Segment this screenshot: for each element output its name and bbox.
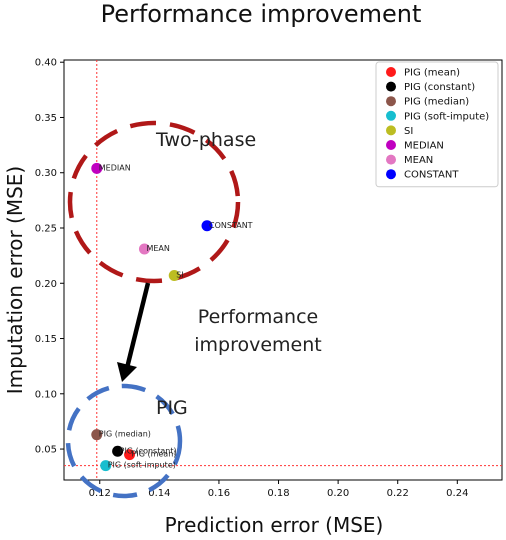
point-label: PIG (median) bbox=[99, 430, 151, 439]
data-points: PIG (mean)PIG (constant) PIG (median) PIG … bbox=[91, 162, 253, 472]
legend-marker bbox=[386, 96, 396, 107]
point-pig-constant bbox=[112, 445, 124, 457]
point-label: MEDIAN bbox=[99, 163, 131, 172]
legend-marker bbox=[386, 125, 396, 136]
y-tick-label: 0.05 bbox=[35, 445, 57, 456]
x-axis-label: Prediction error (MSE) bbox=[165, 513, 384, 537]
legend-entry: CONSTANT bbox=[404, 170, 459, 181]
y-tick-label: 0.10 bbox=[35, 389, 57, 400]
pig-circle bbox=[65, 383, 183, 499]
legend-marker bbox=[386, 169, 396, 180]
pig-label: PIG bbox=[156, 397, 188, 419]
improvement-label-line1: Performance bbox=[198, 306, 318, 328]
improvement-label-line2: improvement bbox=[194, 334, 322, 356]
legend-entry: SI bbox=[404, 126, 413, 137]
y-ticks: 0.05 0.10 0.15 0.20 0.25 0.30 0.35 0.40 bbox=[35, 58, 64, 456]
chart-title: Performance improvement bbox=[101, 0, 422, 28]
y-tick-label: 0.20 bbox=[35, 279, 57, 290]
x-tick-label: 0.20 bbox=[327, 488, 349, 499]
improvement-arrow-head bbox=[117, 362, 137, 382]
legend-entry: PIG (mean) bbox=[404, 68, 460, 79]
point-label: MEAN bbox=[146, 244, 169, 253]
point-pig-soft-impute bbox=[100, 460, 112, 472]
point-label: PIG (constant) bbox=[120, 446, 177, 455]
y-tick-label: 0.25 bbox=[35, 224, 57, 235]
point-pig-mean bbox=[124, 449, 136, 461]
y-tick-label: 0.35 bbox=[35, 113, 57, 124]
y-axis-label: Imputation error (MSE) bbox=[3, 166, 27, 395]
y-tick-label: 0.40 bbox=[35, 58, 57, 69]
two-phase-label: Two-phase bbox=[155, 129, 256, 151]
legend-marker bbox=[386, 67, 396, 77]
legend-box bbox=[375, 61, 499, 188]
legend: PIG (mean) PIG (constant) PIG (median) PIG … bbox=[375, 61, 499, 188]
legend-entry: PIG (median) bbox=[404, 97, 469, 108]
legend-marker bbox=[386, 81, 396, 92]
legend-entry: MEDIAN bbox=[404, 141, 444, 152]
reference-lines bbox=[64, 60, 502, 480]
two-phase-circle bbox=[67, 120, 241, 284]
legend-marker bbox=[386, 154, 396, 165]
x-ticks: 0.12 0.14 0.16 0.18 0.20 0.22 0.24 bbox=[89, 480, 468, 499]
legend-marker bbox=[386, 140, 396, 150]
y-tick-label: 0.15 bbox=[35, 334, 57, 345]
point-constant bbox=[201, 220, 213, 232]
x-tick-label: 0.16 bbox=[208, 488, 230, 499]
point-label: PIG (mean) bbox=[132, 450, 177, 459]
point-median bbox=[91, 162, 103, 174]
point-label: CONSTANT bbox=[209, 221, 253, 230]
legend-marker bbox=[386, 110, 396, 121]
point-label: PIG (soft-impute) bbox=[108, 461, 176, 470]
y-tick-label: 0.30 bbox=[35, 168, 57, 179]
x-tick-label: 0.12 bbox=[89, 488, 111, 499]
legend-entry: PIG (constant) bbox=[404, 82, 475, 93]
point-label: SI bbox=[176, 271, 183, 280]
legend-entry: MEAN bbox=[404, 155, 433, 166]
point-pig-median bbox=[91, 429, 103, 441]
point-si bbox=[168, 270, 180, 282]
improvement-arrow bbox=[124, 282, 151, 369]
x-tick-label: 0.22 bbox=[387, 488, 409, 499]
x-tick-label: 0.18 bbox=[267, 488, 289, 499]
point-mean bbox=[138, 243, 150, 255]
x-tick-label: 0.24 bbox=[446, 488, 468, 499]
legend-entry: PIG (soft-impute) bbox=[404, 111, 489, 122]
x-tick-label: 0.14 bbox=[148, 488, 170, 499]
